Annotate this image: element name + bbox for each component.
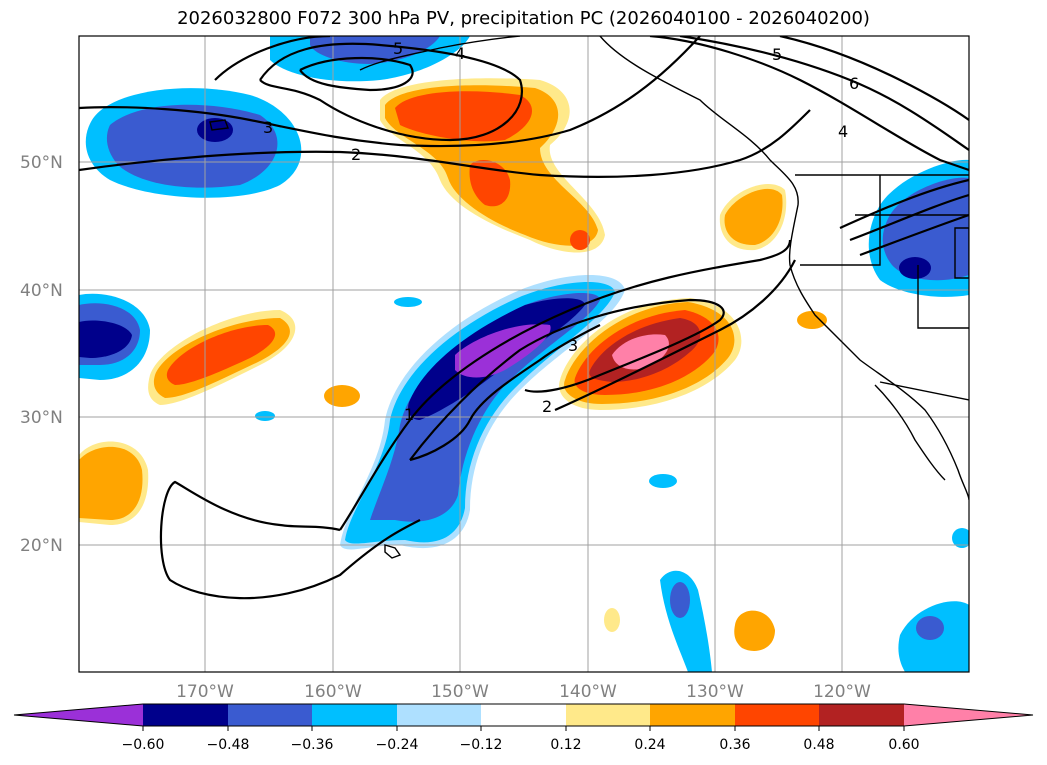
colorbar-seg-9: [819, 704, 904, 726]
pos-blob-central-red: [166, 325, 276, 385]
neg-blob-east-core: [899, 257, 931, 279]
lon-label-120w: 120°W: [813, 682, 871, 702]
island1: [209, 119, 229, 131]
contour-label-3b: 3: [568, 336, 578, 355]
contour-label-1: 1: [404, 405, 414, 424]
lat-axis: 50°N 40°N 30°N 20°N: [20, 153, 63, 556]
pv-contour-inner-1: [409, 324, 601, 462]
contour-label-5a: 5: [393, 39, 403, 58]
colorbar-seg-4: [397, 704, 481, 726]
pos-blob-sw-orange: [79, 446, 143, 520]
hawaii: [384, 544, 402, 559]
pv-contour-east: [839, 178, 969, 257]
pv-contour-3: [79, 36, 725, 461]
lat-label-30n: 30°N: [20, 408, 63, 428]
precip-shading: [79, 36, 969, 672]
colorbar-seg-2: [228, 704, 312, 726]
lat-label-40n: 40°N: [20, 281, 63, 301]
pos-blob-goa-spot: [570, 230, 590, 250]
pv-contour-5: [299, 36, 969, 151]
colorbar-tick-label-7: 0.36: [719, 737, 750, 753]
colorbar-tick-label-5: 0.12: [550, 737, 581, 753]
neg-blob-small1: [394, 297, 422, 307]
lon-label-140w: 140°W: [559, 682, 617, 702]
pv-contour-6: [779, 36, 969, 121]
lon-label-150w: 150°W: [431, 682, 489, 702]
colorbar-tick-label-3: −0.24: [376, 737, 419, 753]
neg-blob-small2: [649, 474, 677, 488]
pos-blob-goa-red2: [469, 160, 511, 207]
gridlines: [79, 36, 969, 672]
lon-axis: 170°W 160°W 150°W 140°W 130°W 120°W: [176, 682, 871, 702]
border-mex: [879, 381, 969, 401]
coast-na: [599, 36, 969, 501]
pos-blob-south: [734, 610, 775, 651]
neg-blob-small3: [255, 411, 275, 421]
pos-blob-ca: [797, 311, 827, 329]
contour-label-2b: 2: [542, 397, 552, 416]
neg-blob-south-core: [670, 582, 690, 618]
neg-blob-west-core: [79, 320, 132, 358]
colorbar-tick-label-6: 0.24: [634, 737, 665, 753]
pos-blob-pnw-orange: [724, 188, 783, 246]
colorbar-tick-label-4: −0.12: [460, 737, 503, 753]
lon-label-160w: 160°W: [304, 682, 362, 702]
neg-band-2: [370, 293, 600, 522]
colorbar-seg-8: [735, 704, 819, 726]
pv-contour-2: [79, 109, 811, 412]
plot-title: 2026032800 F072 300 hPa PV, precipitatio…: [177, 8, 870, 29]
pos-main-4: [612, 334, 669, 370]
contour-label-2a: 2: [351, 145, 361, 164]
coast-baja: [874, 384, 946, 481]
pv-contours: [79, 36, 969, 600]
contour-label-6: 6: [849, 74, 859, 93]
pos-blob-small1: [324, 385, 360, 407]
contour-label-4a: 4: [455, 44, 465, 63]
lat-label-20n: 20°N: [20, 536, 63, 556]
colorbar: −0.60 −0.48 −0.36 −0.24 −0.12 0.12 0.24 …: [13, 703, 1034, 753]
coast-alaska: [359, 36, 521, 71]
colorbar-seg-5: [481, 704, 566, 726]
colorbar-seg-6: [566, 704, 650, 726]
contour-labels: 1 2 2 3 3 4 4 5 5 6: [263, 39, 859, 424]
border-states: [800, 175, 969, 329]
colorbar-seg-3: [312, 704, 397, 726]
colorbar-tick-label-1: −0.48: [207, 737, 250, 753]
pv-contour-1: [159, 239, 792, 600]
pv-contour-4: [214, 36, 969, 172]
colorbar-tick-label-9: 0.60: [888, 737, 919, 753]
neg-blob-nw-inner: [106, 104, 278, 188]
coastlines: [209, 36, 969, 559]
colorbar-tick-label-0: −0.60: [122, 737, 165, 753]
lon-label-170w: 170°W: [176, 682, 234, 702]
contour-label-4b: 4: [838, 122, 848, 141]
pos-blob-small4: [604, 608, 620, 632]
neg-blob-se2: [952, 528, 969, 548]
neg-band-4: [455, 324, 551, 378]
colorbar-ticks: [142, 726, 905, 731]
map-frame: [78, 35, 970, 673]
colorbar-seg-1: [143, 704, 228, 726]
neg-blob-se-core: [916, 616, 944, 640]
lon-label-130w: 130°W: [686, 682, 744, 702]
colorbar-tick-label-2: −0.36: [291, 737, 334, 753]
colorbar-seg-10: [904, 704, 1033, 726]
colorbar-seg-7: [650, 704, 735, 726]
lat-label-50n: 50°N: [20, 153, 63, 173]
contour-label-3a: 3: [263, 118, 273, 137]
colorbar-tick-label-8: 0.48: [803, 737, 834, 753]
contour-label-5b: 5: [772, 45, 782, 64]
colorbar-seg-0: [14, 704, 143, 726]
